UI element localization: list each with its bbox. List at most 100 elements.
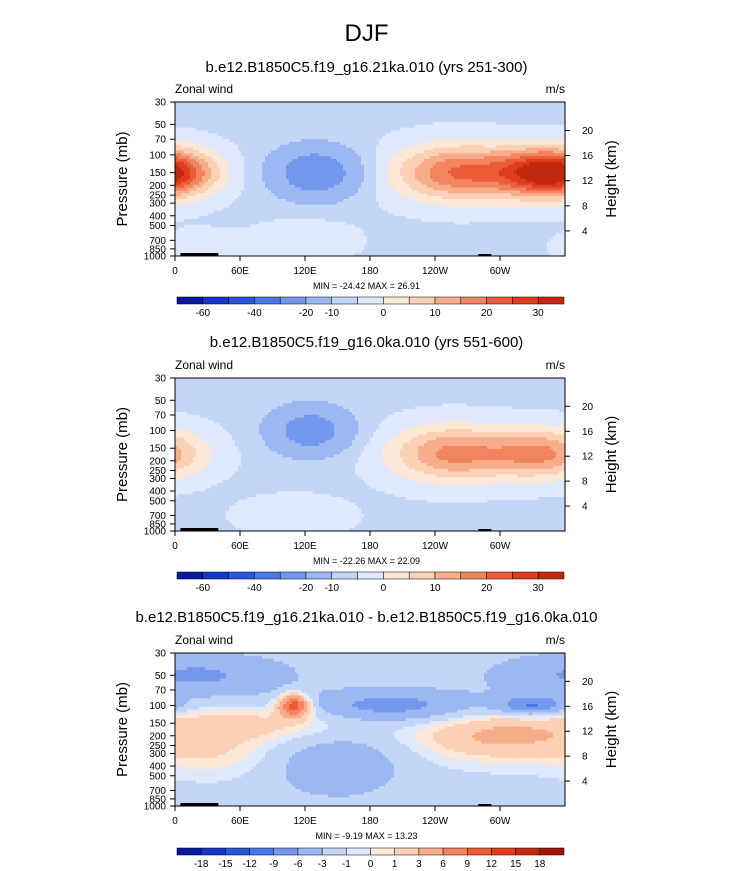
field-cell bbox=[376, 136, 380, 140]
field-cell bbox=[292, 153, 296, 157]
field-cell bbox=[376, 173, 380, 177]
field-cell bbox=[529, 121, 533, 126]
field-cell bbox=[508, 161, 512, 166]
field-cell bbox=[418, 110, 422, 115]
field-cell bbox=[316, 167, 320, 172]
field-cell bbox=[277, 193, 281, 197]
field-cell bbox=[400, 181, 404, 186]
field-cell bbox=[373, 164, 377, 169]
field-cell bbox=[511, 127, 515, 132]
field-cell bbox=[313, 196, 317, 200]
field-cell bbox=[370, 159, 374, 163]
field-cell bbox=[259, 207, 263, 211]
field-cell bbox=[304, 150, 308, 154]
field-cell bbox=[442, 141, 446, 146]
field-cell bbox=[430, 181, 434, 186]
field-cell bbox=[364, 190, 368, 194]
field-cell bbox=[292, 156, 296, 160]
field-cell bbox=[295, 110, 299, 115]
field-cell bbox=[406, 116, 410, 120]
field-cell bbox=[208, 144, 212, 149]
field-cell bbox=[553, 179, 557, 183]
field-cell bbox=[193, 133, 197, 137]
field-cell bbox=[175, 141, 179, 146]
field-cell bbox=[190, 181, 194, 186]
field-cell bbox=[328, 179, 332, 183]
field-cell bbox=[349, 121, 353, 126]
field-cell bbox=[340, 193, 344, 197]
field-cell bbox=[388, 102, 392, 106]
field-cell bbox=[181, 102, 185, 106]
field-cell bbox=[514, 153, 518, 157]
field-cell bbox=[469, 190, 473, 194]
field-cell bbox=[367, 107, 371, 112]
field-cell bbox=[271, 187, 275, 192]
field-cell bbox=[244, 141, 248, 146]
field-cell bbox=[436, 198, 440, 203]
field-cell bbox=[511, 150, 515, 154]
field-cell bbox=[499, 198, 503, 203]
field-cell bbox=[436, 127, 440, 132]
field-cell bbox=[184, 198, 188, 203]
field-cell bbox=[538, 141, 542, 146]
field-cell bbox=[523, 190, 527, 194]
field-cell bbox=[232, 167, 236, 172]
field-cell bbox=[529, 164, 533, 169]
field-cell bbox=[406, 207, 410, 211]
field-cell bbox=[280, 176, 284, 180]
field-cell bbox=[385, 201, 389, 206]
field-cell bbox=[316, 121, 320, 126]
field-cell bbox=[283, 167, 287, 172]
field-cell bbox=[217, 181, 221, 186]
field-cell bbox=[385, 121, 389, 126]
field-cell bbox=[178, 147, 182, 152]
field-cell bbox=[439, 136, 443, 140]
field-cell bbox=[490, 147, 494, 152]
field-cell bbox=[196, 170, 200, 174]
field-cell bbox=[442, 139, 446, 143]
field-cell bbox=[400, 144, 404, 149]
field-cell bbox=[196, 210, 200, 214]
field-cell bbox=[178, 210, 182, 214]
field-cell bbox=[475, 198, 479, 203]
field-cell bbox=[319, 164, 323, 169]
field-cell bbox=[481, 198, 485, 203]
field-cell bbox=[499, 196, 503, 200]
field-cell bbox=[403, 124, 407, 129]
field-cell bbox=[325, 156, 329, 160]
field-cell bbox=[283, 196, 287, 200]
field-cell bbox=[511, 167, 515, 172]
field-cell bbox=[214, 144, 218, 149]
field-cell bbox=[280, 198, 284, 203]
field-cell bbox=[409, 164, 413, 169]
field-cell bbox=[364, 141, 368, 146]
field-cell bbox=[211, 116, 215, 120]
field-cell bbox=[352, 181, 356, 186]
field-cell bbox=[442, 130, 446, 134]
field-cell bbox=[550, 181, 554, 186]
field-cell bbox=[361, 190, 365, 194]
field-cell bbox=[388, 113, 392, 117]
field-cell bbox=[202, 190, 206, 194]
field-cell bbox=[262, 104, 266, 109]
field-cell bbox=[436, 207, 440, 211]
field-cell bbox=[490, 141, 494, 146]
field-cell bbox=[481, 193, 485, 197]
field-cell bbox=[274, 104, 278, 109]
field-cell bbox=[205, 161, 209, 166]
field-cell bbox=[430, 119, 434, 123]
field-cell bbox=[487, 196, 491, 200]
field-cell bbox=[523, 173, 527, 177]
field-cell bbox=[385, 104, 389, 109]
field-cell bbox=[439, 124, 443, 129]
field-cell bbox=[382, 190, 386, 194]
field-cell bbox=[406, 102, 410, 106]
field-cell bbox=[460, 110, 464, 115]
field-cell bbox=[529, 110, 533, 115]
field-cell bbox=[457, 150, 461, 154]
field-cell bbox=[247, 150, 251, 154]
field-cell bbox=[532, 161, 536, 166]
field-cell bbox=[493, 190, 497, 194]
field-cell bbox=[244, 150, 248, 154]
field-cell bbox=[502, 141, 506, 146]
